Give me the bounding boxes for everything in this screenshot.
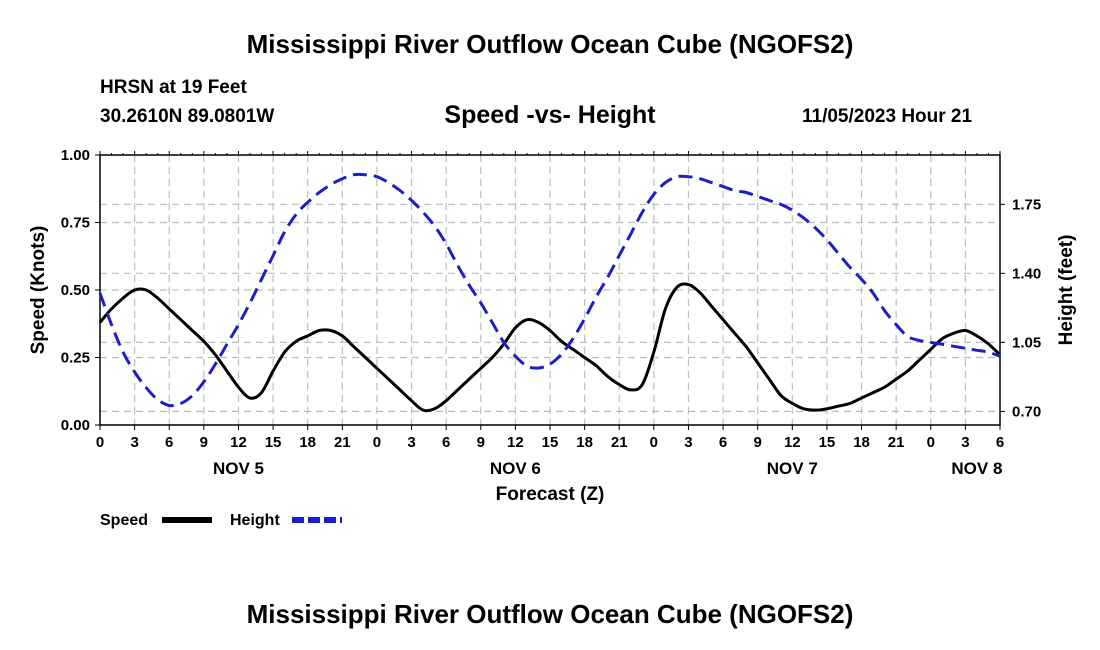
x-tick-label: 18 [576,434,593,451]
station-label: HRSN at 19 Feet [100,77,247,98]
x-tick-label: 0 [650,434,658,451]
station-coordinates: 30.2610N 89.0801W [100,106,275,127]
y2-axis-title: Height (feet) [1056,235,1077,346]
legend: Speed Height [100,512,342,529]
x-tick-label: 6 [165,434,173,451]
y-tick-label: 1.00 [61,147,90,164]
x-tick-label: 9 [754,434,762,451]
y-tick-label: 0.25 [61,350,90,367]
day-label: NOV 7 [767,459,818,478]
x-tick-label: 15 [265,434,282,451]
x-tick-label: 6 [996,434,1004,451]
x-tick-label: 3 [684,434,692,451]
x-tick-label: 15 [542,434,559,451]
x-tick-label: 12 [230,434,247,451]
x-tick-label: 12 [507,434,524,451]
x-tick-label: 3 [130,434,138,451]
height-series-line [98,172,1001,408]
day-label: NOV 5 [213,459,264,478]
forecast-datetime: 11/05/2023 Hour 21 [802,106,973,127]
y2-tick-label: 1.75 [1012,196,1041,213]
main-title-repeat: Mississippi River Outflow Ocean Cube (NG… [246,599,854,629]
x-tick-label: 0 [927,434,935,451]
y-tick-label: 0.50 [61,282,90,299]
ticks-layer [95,151,1005,430]
x-tick-label: 6 [719,434,727,451]
x-tick-label: 3 [961,434,969,451]
legend-speed-label: Speed [100,512,148,529]
x-tick-label: 21 [334,434,351,451]
y-axis-title: Speed (Knots) [28,226,49,355]
y-tick-label: 0.00 [61,417,90,434]
x-tick-label: 0 [373,434,381,451]
speed-series-line [98,282,1002,413]
x-tick-label: 6 [442,434,450,451]
x-tick-label: 0 [96,434,104,451]
day-label: NOV 6 [490,459,541,478]
legend-height-label: Height [230,512,280,529]
labels-layer: 0 3 6 9 12 15 18 21 0 3 6 9 12 15 18 21 0 3 6 9 12 15 18 21 0 3 60… [61,147,1041,478]
day-label: NOV 8 [951,459,1002,478]
x-tick-label: 15 [819,434,836,451]
main-title: Mississippi River Outflow Ocean Cube (NG… [246,29,854,59]
chart-subtitle: Speed -vs- Height [444,101,656,129]
x-tick-label: 21 [888,434,905,451]
x-tick-label: 9 [477,434,485,451]
x-tick-label: 3 [407,434,415,451]
y2-tick-label: 0.70 [1012,403,1041,420]
x-tick-label: 21 [611,434,628,451]
y2-tick-label: 1.05 [1012,334,1041,351]
x-tick-label: 18 [853,434,870,451]
x-tick-label: 9 [200,434,208,451]
x-tick-label: 12 [784,434,801,451]
series-layer [98,172,1002,413]
y2-tick-label: 1.40 [1012,265,1041,282]
x-axis-title: Forecast (Z) [496,484,605,505]
y-tick-label: 0.75 [61,215,90,232]
x-tick-label: 18 [299,434,316,451]
